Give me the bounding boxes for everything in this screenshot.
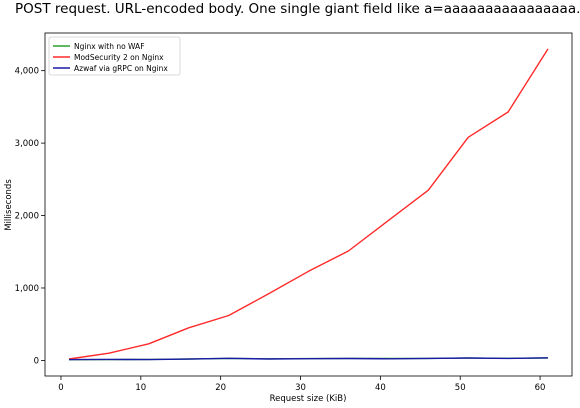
x-tick-label: 30 (295, 383, 306, 393)
legend-label-0: Nginx with no WAF (74, 42, 145, 51)
x-axis: 0 10 20 30 40 50 60 (58, 376, 545, 393)
series-lines (68, 48, 549, 361)
legend-label-2: Azwaf via gRPC on Nginx (74, 64, 168, 73)
y-tick-label: 1,000 (15, 284, 39, 294)
legend-frame (48, 36, 181, 76)
x-tick-label: 50 (455, 383, 466, 393)
y-tick-label: 0 (34, 356, 39, 366)
y-axis: 0 1,000 2,000 3,000 4,000 (15, 67, 45, 366)
y-tick-label: 3,000 (15, 139, 39, 149)
x-tick-label: 60 (535, 383, 546, 393)
legend: Nginx with no WAF ModSecurity 2 on Nginx A… (48, 36, 181, 76)
y-tick-label: 2,000 (15, 212, 39, 222)
legend-label-1: ModSecurity 2 on Nginx (74, 53, 164, 62)
y-axis-label: Milliseconds (4, 179, 14, 231)
x-tick-label: 40 (375, 383, 386, 393)
series-line-2 (68, 357, 549, 361)
x-tick-label: 10 (135, 383, 146, 393)
series-line-1 (68, 48, 549, 360)
x-tick-label: 20 (215, 383, 226, 393)
x-tick-label: 0 (58, 383, 63, 393)
plot-area-frame (44, 32, 573, 377)
chart-title: POST request. URL-encoded body. One sing… (15, 1, 580, 17)
y-tick-label: 4,000 (15, 67, 39, 77)
x-axis-label: Request size (KiB) (270, 394, 347, 404)
